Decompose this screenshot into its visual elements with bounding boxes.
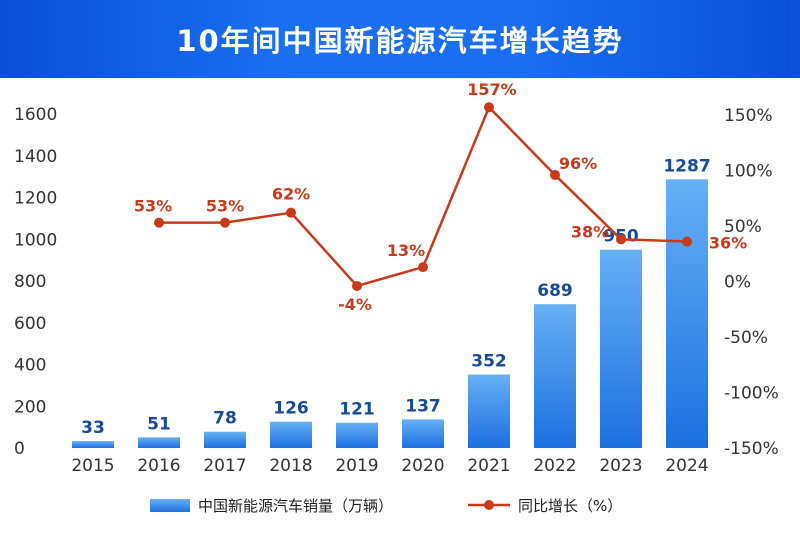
axes: 0 200 400 600 800 1000 1200 1400 1600 -150% -100% -…	[14, 105, 779, 476]
left-axis-tick: 800	[14, 272, 46, 292]
growth-label-2022: 96%	[559, 154, 597, 173]
bar-2024	[666, 179, 708, 448]
bar-2020	[402, 419, 444, 448]
growth-point-2024	[682, 236, 692, 247]
growth-label-2018: 62%	[272, 185, 310, 204]
x-axis-tick: 2016	[137, 456, 180, 476]
left-axis-tick: 1000	[14, 230, 57, 250]
growth-label-2023: 38%	[571, 222, 609, 241]
chart-title: 10年间中国新能源汽车增长趋势	[176, 24, 624, 58]
growth-label-2017: 53%	[206, 197, 244, 216]
bar-2016	[138, 437, 180, 448]
growth-point-2018	[286, 207, 296, 218]
bar-2021	[468, 374, 510, 448]
growth-point-2021	[484, 102, 494, 113]
legend-line-marker	[484, 500, 494, 510]
right-axis-tick: 100%	[724, 162, 773, 182]
x-axis-tick: 2015	[71, 456, 114, 476]
left-axis-tick: 200	[14, 397, 46, 417]
title-banner: 10年间中国新能源汽车增长趋势	[0, 0, 800, 78]
x-axis-tick: 2021	[467, 456, 510, 476]
x-axis-tick: 2017	[203, 456, 246, 476]
bar-value-label-2021: 352	[471, 352, 507, 372]
growth-point-2017	[220, 217, 230, 228]
legend: 中国新能源汽车销量（万辆） 同比增长（%）	[150, 497, 622, 515]
bar-value-label-2022: 689	[537, 281, 573, 301]
left-axis-tick: 1400	[14, 147, 57, 167]
growth-label-2016: 53%	[134, 197, 172, 216]
bar-2015	[72, 441, 114, 448]
left-axis-tick: 1200	[14, 189, 57, 209]
bar-value-label-2017: 78	[213, 409, 237, 429]
bar-2022	[534, 304, 576, 448]
left-axis-tick: 400	[14, 356, 46, 376]
bar-value-label-2020: 137	[405, 396, 441, 416]
bar-value-label-2015: 33	[81, 418, 105, 438]
bar-value-label-2016: 51	[147, 414, 171, 434]
right-axis-tick: 0%	[724, 273, 751, 293]
growth-label-2020: 13%	[387, 241, 425, 260]
x-axis-tick: 2020	[401, 456, 444, 476]
right-axis-tick: 50%	[724, 217, 762, 237]
bar-value-label-2018: 126	[273, 399, 309, 419]
growth-label-2024: 36%	[709, 234, 747, 253]
legend-bar-label: 中国新能源汽车销量（万辆）	[198, 497, 393, 515]
bar-2018	[270, 421, 312, 448]
x-axis-tick: 2023	[599, 456, 642, 476]
right-axis-tick: -50%	[724, 328, 768, 348]
left-axis-tick: 600	[14, 314, 46, 334]
left-axis-tick: 0	[14, 439, 25, 459]
growth-point-2020	[418, 262, 428, 273]
bar-value-label-2024: 1287	[663, 156, 710, 176]
legend-bar-swatch	[150, 499, 190, 512]
growth-line-series: 53% 53% 62% -4% 13% 157% 96% 38% 36%	[134, 80, 747, 314]
bar-series: 3351781261211373526899501287	[72, 156, 711, 448]
right-axis-tick: 150%	[724, 106, 773, 126]
left-axis-tick: 1600	[14, 105, 57, 125]
x-axis-tick: 2019	[335, 456, 378, 476]
x-axis-tick: 2018	[269, 456, 312, 476]
bar-2017	[204, 431, 246, 448]
growth-point-2022	[550, 169, 560, 180]
right-axis-tick: -150%	[724, 439, 779, 459]
growth-label-2021: 157%	[467, 80, 516, 99]
growth-point-2019	[352, 280, 362, 291]
growth-point-2023	[616, 234, 626, 245]
bar-2019	[336, 422, 378, 448]
legend-line-label: 同比增长（%）	[518, 497, 622, 515]
growth-label-2019: -4%	[338, 295, 372, 314]
chart-area: Ainuo 3351781261211373526899501287 53%53…	[14, 80, 779, 515]
growth-point-2016	[154, 217, 164, 228]
bar-2023	[600, 249, 642, 448]
x-axis-tick: 2022	[533, 456, 576, 476]
right-axis-tick: -100%	[724, 384, 779, 404]
bar-value-label-2019: 121	[339, 400, 375, 420]
x-axis-tick: 2024	[665, 456, 708, 476]
